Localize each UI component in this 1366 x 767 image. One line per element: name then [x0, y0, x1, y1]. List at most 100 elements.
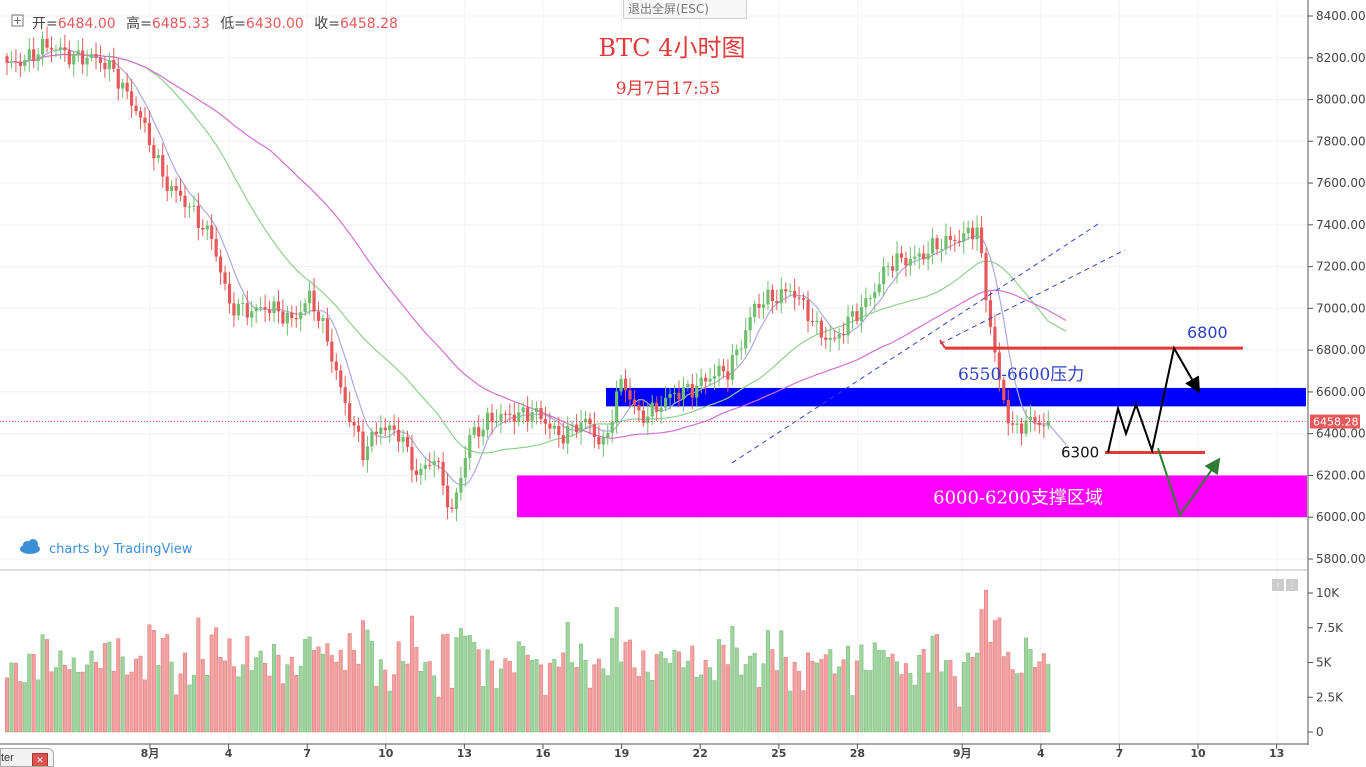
candle-body	[178, 190, 183, 196]
candle-body	[873, 292, 877, 299]
candle-body	[784, 289, 788, 292]
volume-bar	[218, 657, 223, 733]
volume-tick-label: 7.5K	[1316, 621, 1344, 635]
volume-bar	[116, 638, 121, 733]
pane-menu-button[interactable]: ⋮	[1286, 579, 1298, 591]
volume-bar	[365, 629, 370, 733]
candle-body	[356, 425, 361, 432]
volume-bar	[966, 652, 971, 733]
candle-body	[437, 461, 441, 463]
volume-bar	[699, 674, 704, 733]
volume-bar	[645, 671, 650, 733]
candle-body	[726, 371, 730, 380]
volume-bar	[881, 649, 886, 733]
candle-body	[979, 227, 984, 254]
candle-body	[1037, 422, 1041, 426]
candle-body	[130, 91, 134, 106]
volume-bar	[94, 661, 99, 733]
candle-body	[107, 60, 111, 70]
candle-body	[552, 425, 556, 429]
volume-bar	[53, 667, 58, 733]
time-tick-label: 10	[378, 747, 394, 760]
volume-bar	[476, 649, 481, 733]
tradingview-branding[interactable]: charts by TradingView	[20, 539, 193, 557]
candle-body	[931, 238, 935, 254]
plus-square-icon[interactable]	[11, 14, 24, 27]
volume-bar	[543, 695, 548, 733]
volume-bar	[605, 675, 610, 733]
open-label: 开=	[32, 16, 58, 32]
candle-body	[886, 266, 890, 268]
volume-bar	[89, 650, 94, 733]
volume-bar	[868, 670, 873, 733]
candle-body	[54, 49, 58, 51]
time-tick-label: 7	[1116, 747, 1124, 760]
volume-bar	[725, 664, 730, 733]
volume-bar	[31, 654, 36, 733]
candle-body	[623, 378, 628, 391]
candle-body	[472, 427, 476, 436]
candle-body	[468, 435, 472, 459]
volume-bar	[374, 686, 379, 733]
close-label: 收=	[314, 16, 340, 32]
volume-bar	[765, 630, 770, 733]
volume-bar	[107, 641, 112, 733]
volume-bar	[623, 641, 628, 733]
candle-body	[842, 334, 846, 336]
volume-bars	[5, 589, 1051, 733]
candle-body	[432, 461, 436, 466]
volume-bar	[263, 662, 268, 733]
candle-body	[58, 47, 62, 50]
price-tick-label: 6400.00	[1316, 427, 1366, 441]
candle-body	[343, 387, 347, 404]
bottom-tab[interactable]: ter ✕	[0, 748, 54, 767]
volume-bar	[734, 647, 739, 733]
volume-bar	[245, 636, 250, 733]
exit-fullscreen-button[interactable]: 退出全屏(ESC)	[623, 0, 747, 19]
candle-body	[699, 377, 703, 386]
volume-bar	[908, 673, 913, 733]
volume-bar	[814, 662, 819, 733]
candle-body	[285, 312, 289, 324]
candle-body	[428, 464, 432, 466]
pane-up-button[interactable]: ↑	[1272, 579, 1284, 591]
candle-body	[757, 303, 761, 308]
x-icon[interactable]: ✕	[32, 753, 48, 766]
volume-bar	[432, 675, 437, 733]
price-tick-label: 8200.00	[1316, 51, 1366, 65]
volume-bar	[534, 659, 539, 733]
candle-body	[89, 54, 94, 58]
candle-body	[966, 227, 970, 234]
candle-body	[948, 235, 952, 240]
price-tick-label: 6000.00	[1316, 510, 1366, 524]
trend-line-upper	[939, 249, 1126, 345]
volume-bar	[659, 651, 664, 733]
volume-bar	[832, 673, 837, 733]
bottom-tab-label: ter	[1, 752, 14, 764]
candle-body	[935, 238, 939, 250]
axes	[0, 0, 1309, 745]
candle-body	[904, 257, 908, 266]
candle-body	[1042, 425, 1046, 427]
time-tick-label: 13	[457, 747, 472, 760]
price-tick-label: 7400.00	[1316, 218, 1366, 232]
volume-bar	[214, 627, 219, 733]
candle-body	[655, 402, 659, 412]
candle-body	[410, 446, 414, 471]
candle-body	[681, 387, 685, 400]
low-label: 低=	[220, 16, 246, 32]
candle-body	[824, 337, 828, 340]
volume-bar	[601, 668, 606, 733]
volume-bar	[730, 625, 735, 733]
volume-tick-label: 10K	[1316, 586, 1340, 600]
candle-body	[490, 412, 494, 423]
volume-bar	[18, 681, 23, 733]
candle-body	[170, 185, 174, 191]
volume-bar	[547, 662, 552, 733]
volume-bar	[507, 661, 512, 733]
volume-bar	[676, 651, 681, 733]
current-price-tag	[1310, 414, 1360, 429]
candle-body	[272, 301, 276, 313]
price-tick-label: 6600.00	[1316, 385, 1366, 399]
